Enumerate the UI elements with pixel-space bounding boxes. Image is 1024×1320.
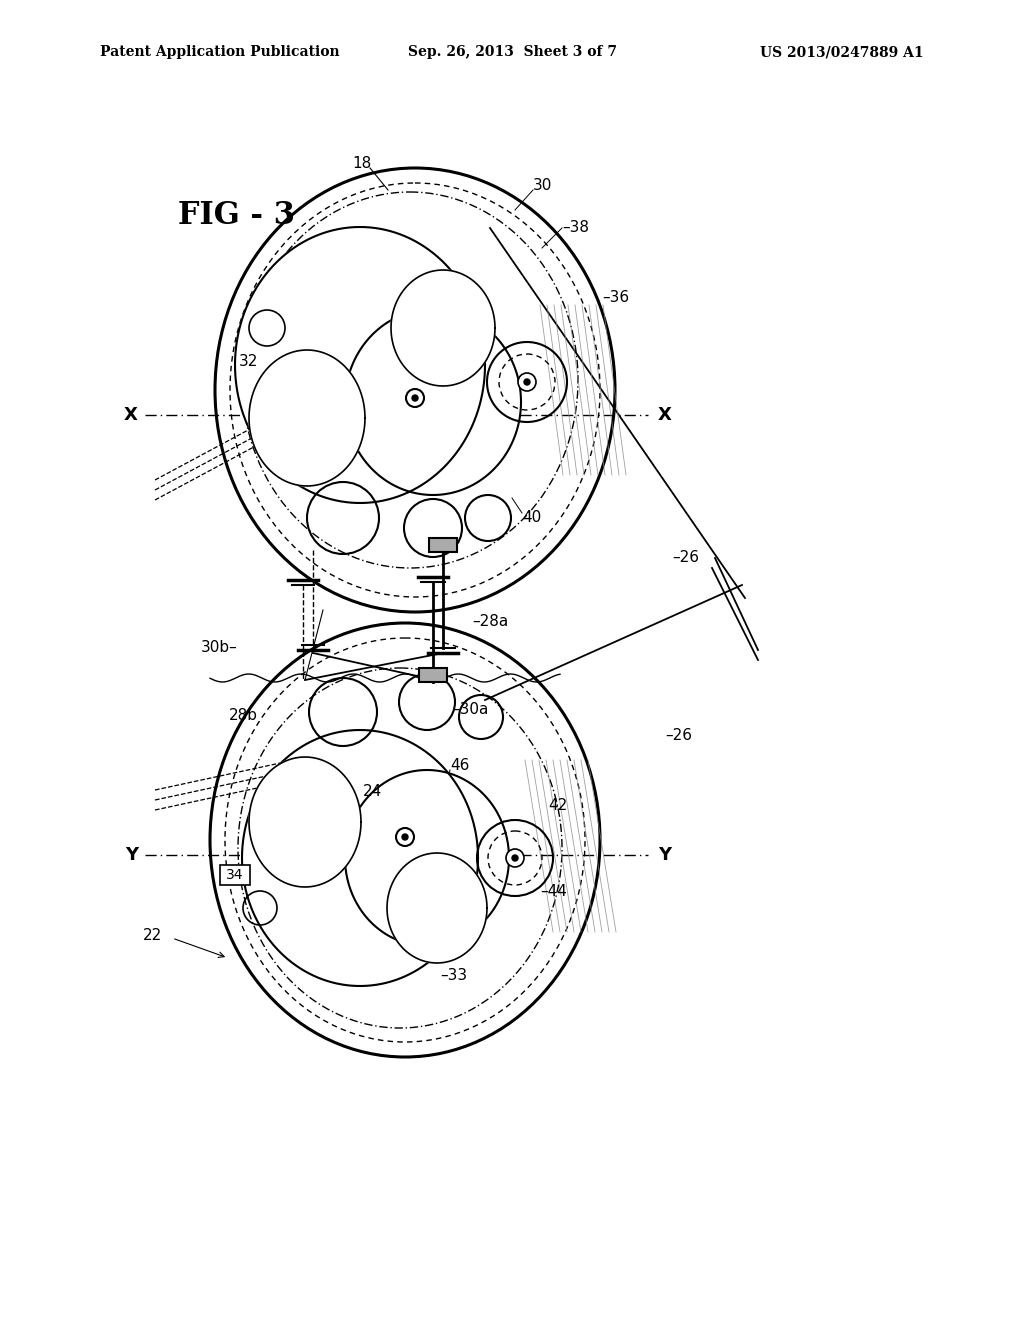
Polygon shape [345,309,521,495]
Text: –26: –26 [672,550,699,565]
Text: 30: 30 [534,177,552,193]
Text: 40: 40 [522,511,542,525]
Text: 42: 42 [548,797,567,813]
Polygon shape [391,271,495,385]
Text: 28b: 28b [229,708,258,722]
Text: 20: 20 [397,325,417,339]
Text: Sep. 26, 2013  Sheet 3 of 7: Sep. 26, 2013 Sheet 3 of 7 [408,45,616,59]
Polygon shape [249,350,365,486]
Polygon shape [387,853,487,964]
Text: Patent Application Publication: Patent Application Publication [100,45,340,59]
Text: 46: 46 [450,758,469,772]
Polygon shape [242,730,478,986]
Text: 34: 34 [226,869,244,882]
Text: FIG - 3: FIG - 3 [178,199,295,231]
Circle shape [396,828,414,846]
Bar [220,865,250,884]
Circle shape [412,395,418,401]
Text: 32: 32 [239,355,258,370]
Circle shape [512,855,518,861]
Circle shape [506,849,524,867]
Text: 30b–: 30b– [202,640,238,656]
Text: US 2013/0247889 A1: US 2013/0247889 A1 [761,45,924,59]
Text: –30a: –30a [452,702,488,718]
Bar [419,668,447,682]
Text: –44: –44 [540,884,567,899]
Text: –26: –26 [665,727,692,742]
Text: –33: –33 [440,968,467,982]
Circle shape [518,374,536,391]
Circle shape [402,834,408,840]
Text: –28a: –28a [472,615,508,630]
Text: 22: 22 [142,928,162,942]
Bar [429,539,457,552]
Text: 24: 24 [362,784,382,800]
Circle shape [524,379,530,385]
Text: Y: Y [125,846,138,865]
Polygon shape [345,770,509,946]
Text: –36: –36 [602,290,629,305]
Circle shape [406,389,424,407]
Polygon shape [249,756,361,887]
Text: –38: –38 [562,220,589,235]
Text: Y: Y [658,846,671,865]
Text: X: X [658,407,672,424]
Text: X: X [124,407,138,424]
Text: 18: 18 [352,156,372,170]
Polygon shape [234,227,485,503]
